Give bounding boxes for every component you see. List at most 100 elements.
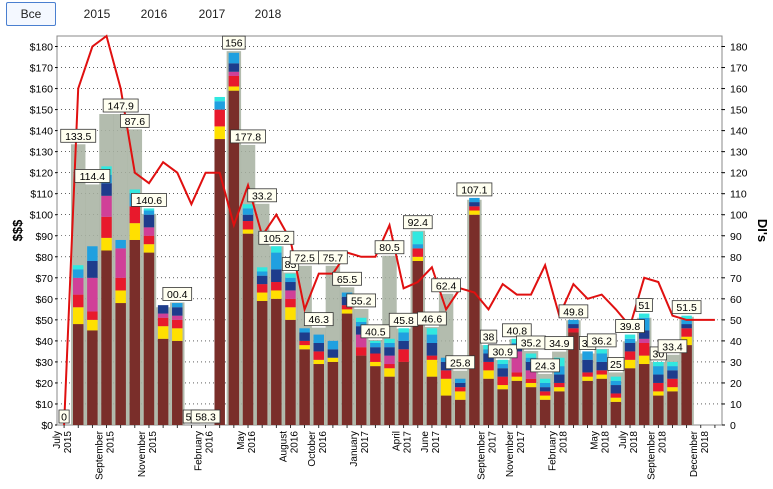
data-label: 156 (222, 35, 246, 50)
bar-segment (497, 359, 508, 365)
data-label-text: 58.3 (195, 412, 216, 424)
bar-segment (299, 340, 310, 346)
data-label-text: 72.5 (294, 252, 315, 264)
bar-segment (285, 290, 296, 299)
combo-chart: 0133.5114.4147.987.6140.600.45658.315617… (10, 34, 770, 480)
bar-segment (228, 75, 240, 87)
x-tick-label: November (137, 430, 148, 477)
y-tick-left: $110 (30, 189, 53, 201)
bar-segment (624, 351, 636, 360)
data-label-text: 65.5 (337, 274, 358, 286)
bar-segment (172, 307, 183, 316)
bar-segment (313, 334, 324, 343)
bar-stack (256, 267, 268, 425)
tab-2015[interactable]: 2015 (83, 7, 111, 21)
data-label-box (222, 35, 246, 50)
bar-segment (610, 385, 622, 394)
y-tick-right: 140 (730, 126, 748, 138)
data-label-text: 80.5 (379, 242, 400, 254)
data-label: 147.9 (102, 98, 139, 113)
bar-segment (582, 359, 593, 373)
data-label-box (247, 188, 277, 203)
bar-segment (596, 378, 607, 425)
data-label-box (456, 182, 493, 197)
bar-segment (610, 397, 622, 402)
bar-segment (242, 233, 254, 425)
bar-segment (653, 382, 664, 392)
bar-segment (582, 372, 593, 377)
bar-segment (554, 391, 565, 425)
bar-segment (610, 393, 622, 398)
bar-segment (285, 273, 296, 278)
x-tick-label: 2015 (63, 431, 74, 454)
bar-segment (539, 391, 551, 396)
bar-segment (398, 328, 409, 333)
x-tick-label: June (420, 431, 431, 453)
bar-segment (87, 260, 98, 278)
bar-segment (143, 210, 155, 215)
bar-segment (681, 315, 692, 320)
data-label: 25 (607, 357, 625, 371)
x-tick-label: 2018 (558, 431, 569, 454)
x-tick-label: 2017 (516, 431, 527, 454)
bar-segment (271, 298, 282, 425)
di-line (63, 34, 715, 426)
y-tick-right: 90 (730, 231, 742, 243)
bar-segment (341, 313, 353, 425)
bar-segment (455, 399, 466, 425)
y-tick-right: 70 (730, 273, 742, 285)
bar-stack (242, 204, 254, 425)
bar-segment (511, 351, 523, 373)
data-label-box (332, 271, 362, 286)
x-tick-label: February (194, 431, 205, 471)
bar-segment (242, 214, 254, 222)
bar-segment (455, 391, 466, 400)
bar-stack (681, 315, 692, 425)
bar-segment (525, 387, 537, 425)
bar-segment (497, 385, 508, 390)
data-label-box (607, 357, 625, 371)
bar-segment (355, 321, 367, 327)
bar-segment (228, 52, 240, 64)
bar-segment (256, 292, 268, 301)
data-label-text: 62.4 (436, 280, 457, 292)
bar-segment (525, 353, 537, 358)
data-label-box (586, 333, 617, 348)
tab-2018[interactable]: 2018 (254, 7, 282, 21)
bar-segment (228, 71, 240, 76)
bar-segment (285, 319, 296, 425)
bar-stack (624, 334, 636, 425)
x-tick-label: July (52, 431, 63, 449)
bar-stack (370, 340, 381, 425)
y-tick-right: 20 (730, 378, 742, 390)
tab-2017[interactable]: 2017 (198, 7, 226, 21)
x-tick-label: 2018 (629, 431, 640, 454)
y-tick-right: 180 (730, 42, 748, 54)
bar-segment (539, 382, 551, 388)
data-label-text: 25 (610, 359, 622, 371)
bar-segment (157, 313, 169, 318)
data-label-box (102, 98, 139, 113)
bar-segment (242, 229, 254, 234)
x-tick-label: December (689, 430, 700, 477)
data-label-box (131, 193, 167, 207)
y-tick-left: $0 (41, 420, 53, 432)
bar-segment (426, 342, 438, 356)
bar-segment (667, 378, 678, 388)
bar-segment (426, 334, 438, 343)
data-label: 36.2 (586, 333, 617, 348)
bar-segment (667, 366, 678, 371)
data-label-box (360, 324, 391, 339)
bar-segment (539, 387, 551, 392)
bar-segment (681, 328, 692, 337)
tab-2016[interactable]: 2016 (140, 7, 168, 21)
bar-segment (313, 351, 324, 360)
bar-segment (101, 216, 112, 238)
bar-stack (384, 338, 395, 425)
data-label: 34.9 (544, 336, 575, 351)
bar-segment (412, 244, 424, 249)
data-label-box (544, 336, 575, 351)
bar-segment (440, 395, 452, 425)
tab-all[interactable]: Все (6, 2, 56, 26)
bar-stack (157, 305, 169, 425)
